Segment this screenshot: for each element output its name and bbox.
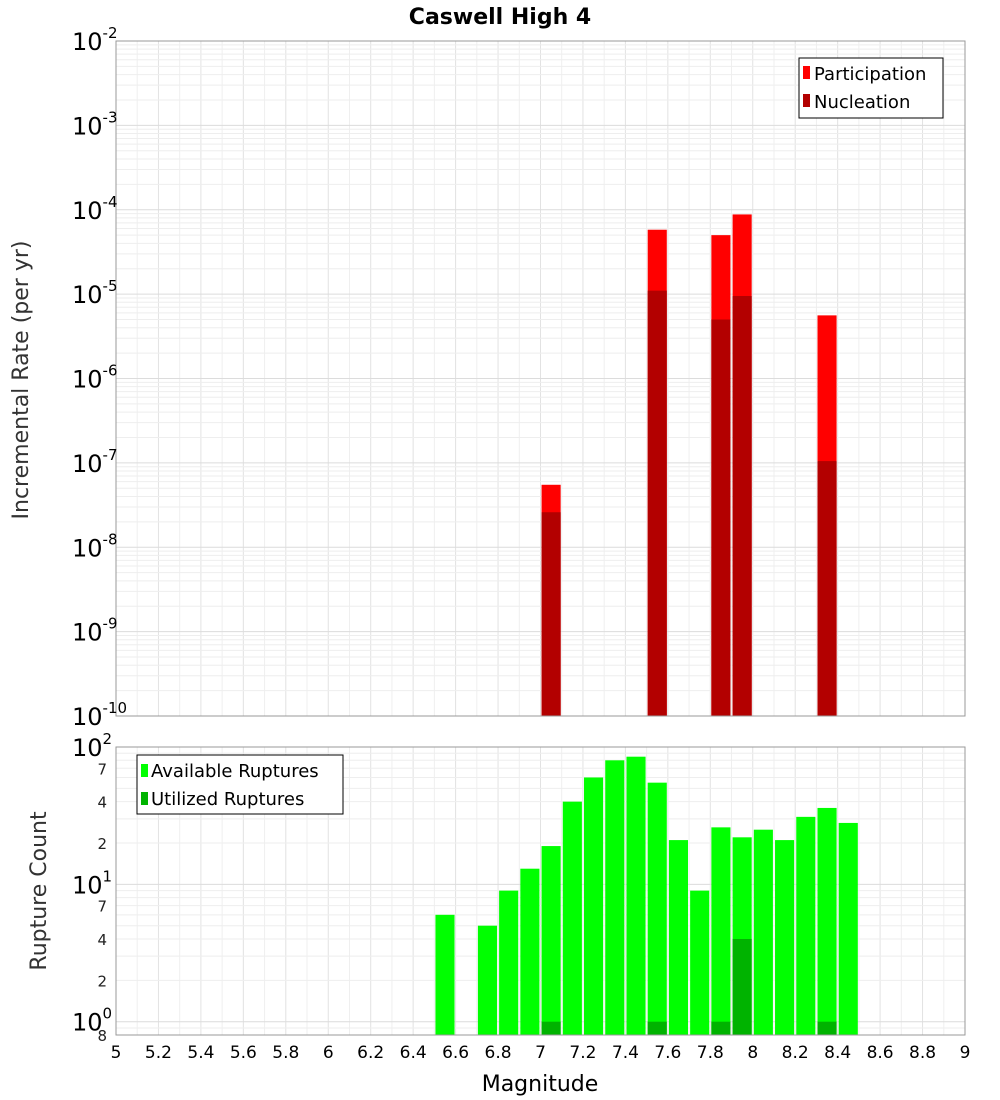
x-tick-label: 5.6 [230,1043,257,1063]
available-ruptures-bar [626,756,646,1035]
nucleation-bar [541,512,561,716]
top-y-tick-label: 10-4 [72,193,118,225]
top-y-tick-label: 10-7 [72,446,118,478]
x-tick-labels: 5 5.2 5.4 5.6 5.8 6 6.2 6.4 6.6 6.8 7 7.2 7.4 7.6 7.8 8… [111,1043,971,1063]
x-tick-label: 7.8 [697,1043,724,1063]
top-y-axis-label: Incremental Rate (per yr) [9,241,34,520]
available-ruptures-legend-label: Available Ruptures [151,761,319,782]
available-ruptures-bar [668,840,689,1035]
bottom-y-minor-tick-label: 8 [97,1027,107,1045]
top-y-tick-label: 10-9 [72,615,118,647]
x-tick-label: 6.6 [442,1043,469,1063]
utilized-ruptures-legend-label: Utilized Ruptures [151,789,304,810]
available-ruptures-bar [775,840,795,1035]
top-plot-area [115,40,966,717]
available-ruptures-bar [647,782,667,1035]
top-grid [115,40,966,717]
bottom-plot-border [115,746,966,1036]
top-legend: Participation Nucleation [798,57,944,119]
top-plot-border [115,40,966,717]
nucleation-legend-swatch [803,94,810,107]
bottom-legend: Available Ruptures Utilized Ruptures [136,754,344,815]
x-tick-label: 6.2 [357,1043,384,1063]
nucleation-legend-label: Nucleation [814,92,910,113]
x-tick-label: 8.6 [867,1043,894,1063]
nucleation-bar [647,290,667,716]
available-ruptures-bar [562,801,582,1035]
top-y-tick-label: 10-8 [72,530,118,562]
x-tick-label: 6.4 [400,1043,427,1063]
bottom-y-ticks: 100 101 102 8 2 4 7 2 4 7 [72,730,112,1045]
x-tick-label: 7 [535,1043,546,1063]
utilized-ruptures-bar [711,1021,731,1035]
top-y-tick-label: 10-10 [72,699,127,731]
bottom-y-tick-label: 102 [72,730,112,762]
bottom-y-axis-label: Rupture Count [27,811,52,971]
bottom-y-minor-tick-label: 4 [97,931,107,949]
bottom-y-minor-tick-label: 2 [97,835,107,853]
x-tick-label: 8.2 [782,1043,809,1063]
available-ruptures-bar [817,807,837,1035]
x-tick-label: 7.2 [569,1043,596,1063]
x-tick-label: 7.4 [612,1043,639,1063]
available-ruptures-bar [499,890,519,1035]
top-y-tick-label: 10-3 [72,108,118,140]
available-ruptures-bar [541,846,561,1035]
available-ruptures-legend-swatch [141,764,148,777]
bottom-y-minor-tick-label: 2 [97,972,107,990]
x-tick-label: 6 [323,1043,334,1063]
x-tick-label: 7.6 [654,1043,681,1063]
nucleation-bar [732,296,752,716]
available-ruptures-bar [753,829,773,1035]
top-legend-box [798,57,944,119]
bottom-y-minor-tick-label: 4 [97,794,107,812]
utilized-ruptures-legend-swatch [141,792,148,805]
x-tick-label: 8.8 [909,1043,936,1063]
x-tick-label: 6.8 [485,1043,512,1063]
utilized-ruptures-bar [817,1021,837,1035]
participation-legend-label: Participation [814,64,926,85]
participation-legend-swatch [803,66,810,79]
nucleation-bar [817,461,837,716]
utilized-ruptures-bar [732,939,752,1035]
x-axis-label: Magnitude [482,1072,599,1097]
bottom-bars [435,756,858,1035]
available-ruptures-bar [520,868,540,1035]
available-ruptures-bar [435,914,455,1035]
bottom-y-minor-tick-label: 7 [97,760,107,778]
utilized-ruptures-bar [647,1021,667,1035]
bottom-y-tick-label: 100 [72,1005,112,1037]
available-ruptures-bar [605,760,625,1035]
available-ruptures-bar [796,816,816,1035]
bottom-y-tick-label: 101 [72,867,112,899]
x-tick-label: 5.8 [272,1043,299,1063]
top-y-tick-label: 10-6 [72,362,118,394]
top-y-tick-label: 10-2 [72,24,118,56]
top-y-tick-label: 10-5 [72,277,118,309]
x-tick-label: 5.2 [145,1043,172,1063]
bottom-legend-box [136,754,344,815]
top-bars [541,214,837,717]
chart-title: Caswell High 4 [409,5,591,30]
available-ruptures-bar [584,777,604,1035]
x-tick-label: 9 [960,1043,971,1063]
utilized-ruptures-bar [541,1021,561,1035]
nucleation-bar [711,319,731,716]
available-ruptures-bar [838,822,858,1035]
available-ruptures-bar [477,925,497,1035]
x-tick-label: 8.4 [824,1043,851,1063]
available-ruptures-bar [690,890,710,1035]
bottom-y-minor-tick-label: 7 [97,898,107,916]
available-ruptures-bar [711,827,731,1035]
x-tick-label: 5 [111,1043,122,1063]
top-y-ticks: 10-2 10-3 10-4 10-5 10-6 10-7 10-8 10-9 10-10 [72,24,127,731]
x-tick-label: 5.4 [187,1043,214,1063]
x-tick-label: 8 [747,1043,758,1063]
